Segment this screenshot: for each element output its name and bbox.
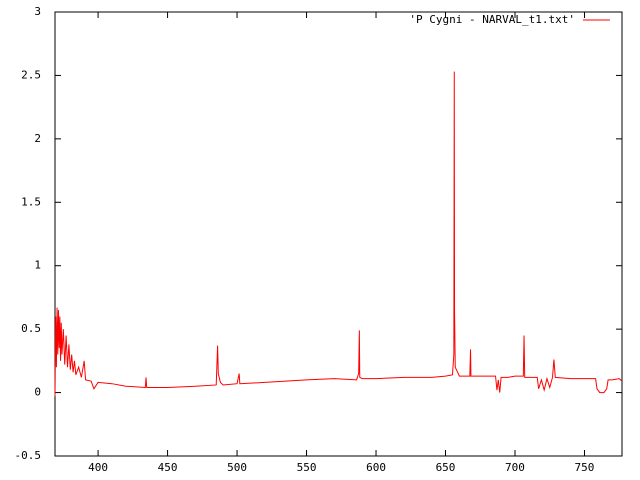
x-tick-label: 600 — [366, 461, 386, 474]
series-line — [54, 71, 623, 397]
x-tick-label: 500 — [227, 461, 247, 474]
x-tick-label: 400 — [88, 461, 108, 474]
plot-border — [54, 11, 623, 457]
x-tick-label: 750 — [575, 461, 595, 474]
y-tick-label: 3 — [34, 5, 41, 18]
x-tick-label: 450 — [158, 461, 178, 474]
y-tick-label: 1 — [34, 259, 41, 272]
y-tick-label: 2.5 — [21, 68, 41, 81]
x-tick-label: 700 — [505, 461, 525, 474]
y-tick-label: 0 — [34, 386, 41, 399]
y-tick-label: 1.5 — [21, 195, 41, 208]
x-tick-label: 650 — [436, 461, 456, 474]
legend-label: 'P Cygni - NARVAL_t1.txt' — [409, 13, 575, 26]
y-tick-label: -0.5 — [15, 449, 42, 462]
y-tick-label: 0.5 — [21, 322, 41, 335]
x-tick-label: 550 — [297, 461, 317, 474]
y-tick-label: 2 — [34, 132, 41, 145]
